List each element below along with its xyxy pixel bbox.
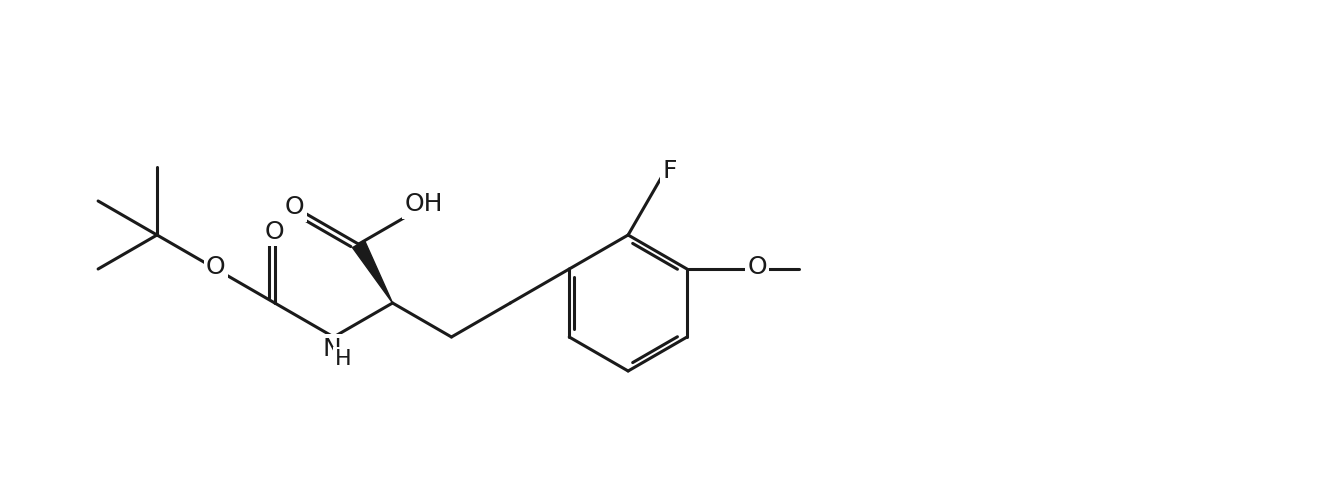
Text: N: N: [323, 337, 341, 361]
Polygon shape: [352, 241, 393, 303]
Text: O: O: [206, 255, 225, 279]
Text: O: O: [265, 220, 285, 244]
Text: O: O: [747, 255, 767, 279]
Text: O: O: [285, 195, 304, 219]
Text: F: F: [663, 159, 677, 183]
Text: H: H: [335, 349, 352, 369]
Text: OH: OH: [405, 192, 443, 216]
